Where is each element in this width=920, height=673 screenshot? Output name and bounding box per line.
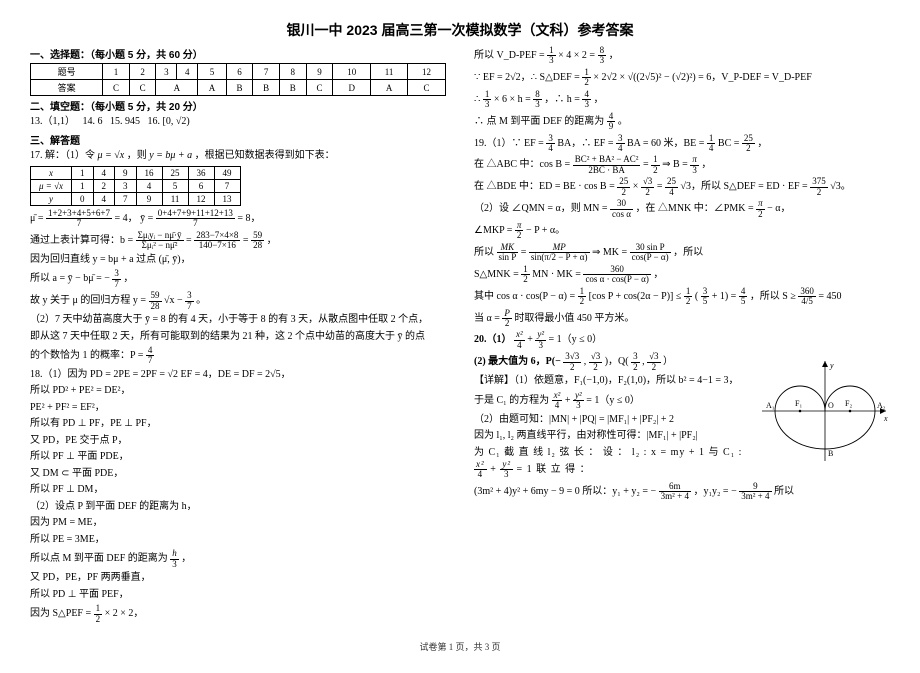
r-l4: ∴ 点 M 到平面 DEF 的距离为 49 。: [474, 112, 890, 132]
q18-l9: （2）设点 P 到平面 DEF 的距离为 h，: [30, 500, 446, 515]
svg-text:y: y: [829, 361, 834, 370]
svg-text:x: x: [883, 414, 888, 423]
q19-l9: 当 α = P2 时取得最小值 450 平方米。: [474, 309, 890, 329]
r-l3: ∴ 13 × 6 × h = 83 ，∴ h = 43 ，: [474, 90, 890, 110]
section2-heading: 二、填空题：（每小题 5 分，共 20 分）: [30, 98, 446, 113]
q17-means: μ̄ = 1+2+3+4+5+6+77 = 4， ȳ = 0+4+7+9+11+…: [30, 209, 446, 229]
q18-p1: 18.（1）因为 PD = 2PE = 2PF = √2 EF = 4，DE =…: [30, 368, 446, 383]
q18-l12: 所以点 M 到平面 DEF 的距离为 h3 ，: [30, 549, 446, 569]
left-column: 一、选择题：（每小题 5 分，共 60 分） 题号 1 2 3 4 5 6 7 …: [30, 44, 446, 626]
q19-l6: 所以 MKsin P = MPsin(π/2 − P + α) ⇒ MK = 3…: [474, 243, 890, 263]
section1-heading: 一、选择题：（每小题 5 分，共 60 分）: [30, 46, 446, 61]
table-row: y 0 4 7 9 11 12 13: [31, 193, 241, 206]
q20-l1: 20.（1） x²4 + y²3 = 1（y ≤ 0）: [474, 330, 890, 350]
q18-l2: 所以 PD² + PE² = DE²，: [30, 384, 446, 399]
q19-l8: 其中 cos α · cos(P − α) = 12 [cos P + cos(…: [474, 287, 890, 307]
q17-line3: 因为回归直线 y = bμ + a 过点 (μ̄, ȳ)，: [30, 253, 446, 268]
figure-svg: A₁ A₂ F₁ F₂ O B x y: [760, 356, 890, 466]
q17-bcalc: 通过上表计算可得：b = Σμᵢyᵢ − nμ̄·ȳΣμᵢ² − nμ̄² = …: [30, 231, 446, 251]
svg-text:A₁: A₁: [766, 401, 775, 410]
q18-l3: PE² + PF² = EF²，: [30, 401, 446, 416]
q19-l5: ∠MKP = π2 − P + α。: [474, 221, 890, 241]
svg-text:F₂: F₂: [845, 399, 852, 408]
row-label: 题号: [31, 64, 103, 80]
svg-text:A₂: A₂: [877, 401, 886, 410]
q18-l8: 所以 PF ⊥ DM，: [30, 483, 446, 498]
table-row: x 1 4 9 16 25 36 49: [31, 167, 241, 180]
q17-p2b: 即从这 7 天中任取 2 天，所有可能取到的结果为 21 种，这 2 个点中幼苗…: [30, 330, 446, 345]
table-row: 题号 1 2 3 4 5 6 7 8 9 10 11 12: [31, 64, 446, 80]
q19-l2: 在 △ABC 中：cos B = BC² + BA² − AC²2BC · BA…: [474, 155, 890, 175]
section3-heading: 三、解答题: [30, 132, 446, 147]
q17-p2c: 的个数恰为 1 的概率：P = 47: [30, 346, 446, 366]
q18-l14: 所以 PD ⊥ 平面 PEF，: [30, 588, 446, 603]
svg-text:B: B: [828, 449, 833, 458]
q17-data-table: x 1 4 9 16 25 36 49 μ = √x 1 2 3 4 5 6 7…: [30, 166, 241, 206]
q20-l8: (3m² + 4)y² + 6my − 9 = 0 所以：y₁ + y₂ = −…: [474, 482, 890, 502]
q18-l5: 又 PD，PE 交于点 P，: [30, 434, 446, 449]
q18-l6: 所以 PF ⊥ 平面 PDE，: [30, 450, 446, 465]
q18-l13: 又 PD，PE，PF 两两垂直，: [30, 571, 446, 586]
svg-text:F₁: F₁: [795, 399, 802, 408]
q18-l15: 因为 S△PEF = 12 × 2 × 2，: [30, 604, 446, 624]
q19-l3: 在 △BDE 中：ED = BE · cos B = 252 × √32 = 2…: [474, 177, 890, 197]
svg-text:O: O: [828, 401, 834, 410]
q19-l7: S△MNK = 12 MN · MK = 360cos α · cos(P − …: [474, 265, 890, 285]
q18-l10: 因为 PM = ME，: [30, 516, 446, 531]
q18-l11: 所以 PE = 3ME，: [30, 533, 446, 548]
q17-line4: 所以 a = ȳ − bμ̄ = − 37 ，: [30, 269, 446, 289]
table-row: 答案 C C A A B B B C D A C: [31, 80, 446, 96]
table-row: μ = √x 1 2 3 4 5 6 7: [31, 180, 241, 193]
q17-line1: 17. 解：（1）令 μ = √x ，则 y = bμ + a ，根据已知数据表…: [30, 149, 446, 164]
q17-line5: 故 y 关于 μ 的回归方程 y = 5928 √x − 37 。: [30, 291, 446, 311]
page-footer: 试卷第 1 页，共 3 页: [30, 640, 890, 653]
page-title: 银川一中 2023 届高三第一次模拟数学（文科）参考答案: [30, 20, 890, 40]
content-columns: 一、选择题：（每小题 5 分，共 60 分） 题号 1 2 3 4 5 6 7 …: [30, 44, 890, 626]
ellipse-figure: A₁ A₂ F₁ F₂ O B x y: [760, 356, 890, 469]
q17-p2a: （2）7 天中幼苗高度大于 ȳ = 8 的有 4 天，小于等于 8 的有 3 天…: [30, 313, 446, 328]
q19-l1: 19.（1）∵ EF = 34 BA，∴ EF = 34 BA = 60 米，B…: [474, 134, 890, 154]
right-column: 所以 V_D-PEF = 13 × 4 × 2 = 83 ， ∵ EF = 2√…: [474, 44, 890, 626]
q18-l7: 又 DM ⊂ 平面 PDE，: [30, 467, 446, 482]
r-l2: ∵ EF = 2√2，∴ S△DEF = 12 × 2√2 × √((2√5)²…: [474, 68, 890, 88]
answer-table: 题号 1 2 3 4 5 6 7 8 9 10 11 12 答案 C C A A…: [30, 63, 446, 96]
row-label: 答案: [31, 80, 103, 96]
fill-answers: 13.（1,1） 14. 6 15. 945 16. [0, √2): [30, 115, 446, 130]
r-l1: 所以 V_D-PEF = 13 × 4 × 2 = 83 ，: [474, 46, 890, 66]
q19-p2: （2）设 ∠QMN = α，则 MN = 30cos α ，在 △MNK 中：∠…: [474, 199, 890, 219]
q18-l4: 所以有 PD ⊥ PF，PE ⊥ PF，: [30, 417, 446, 432]
